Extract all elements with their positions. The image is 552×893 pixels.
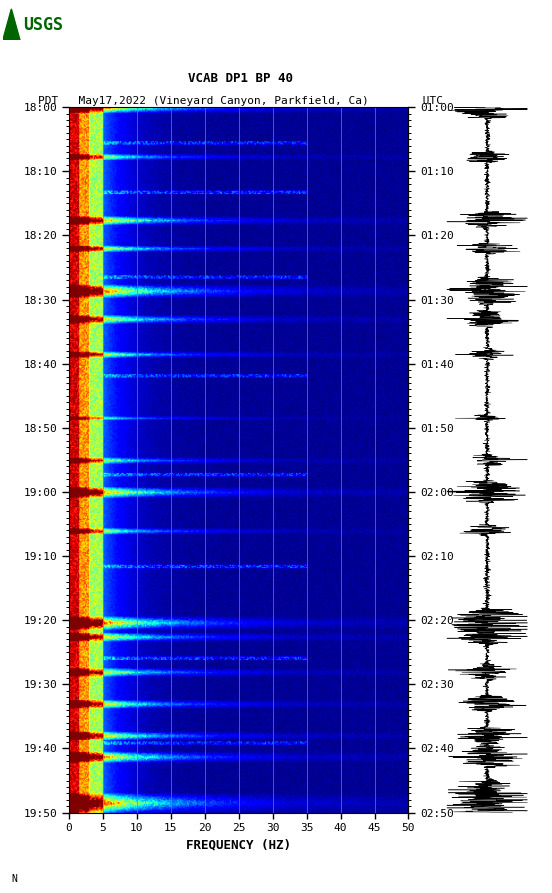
Text: PDT   May17,2022 (Vineyard Canyon, Parkfield, Ca)        UTC: PDT May17,2022 (Vineyard Canyon, Parkfie…: [38, 96, 443, 106]
Text: VCAB DP1 BP 40: VCAB DP1 BP 40: [188, 71, 293, 85]
Text: N: N: [11, 874, 17, 884]
Text: USGS: USGS: [23, 16, 63, 34]
Polygon shape: [3, 9, 20, 40]
X-axis label: FREQUENCY (HZ): FREQUENCY (HZ): [186, 839, 291, 852]
